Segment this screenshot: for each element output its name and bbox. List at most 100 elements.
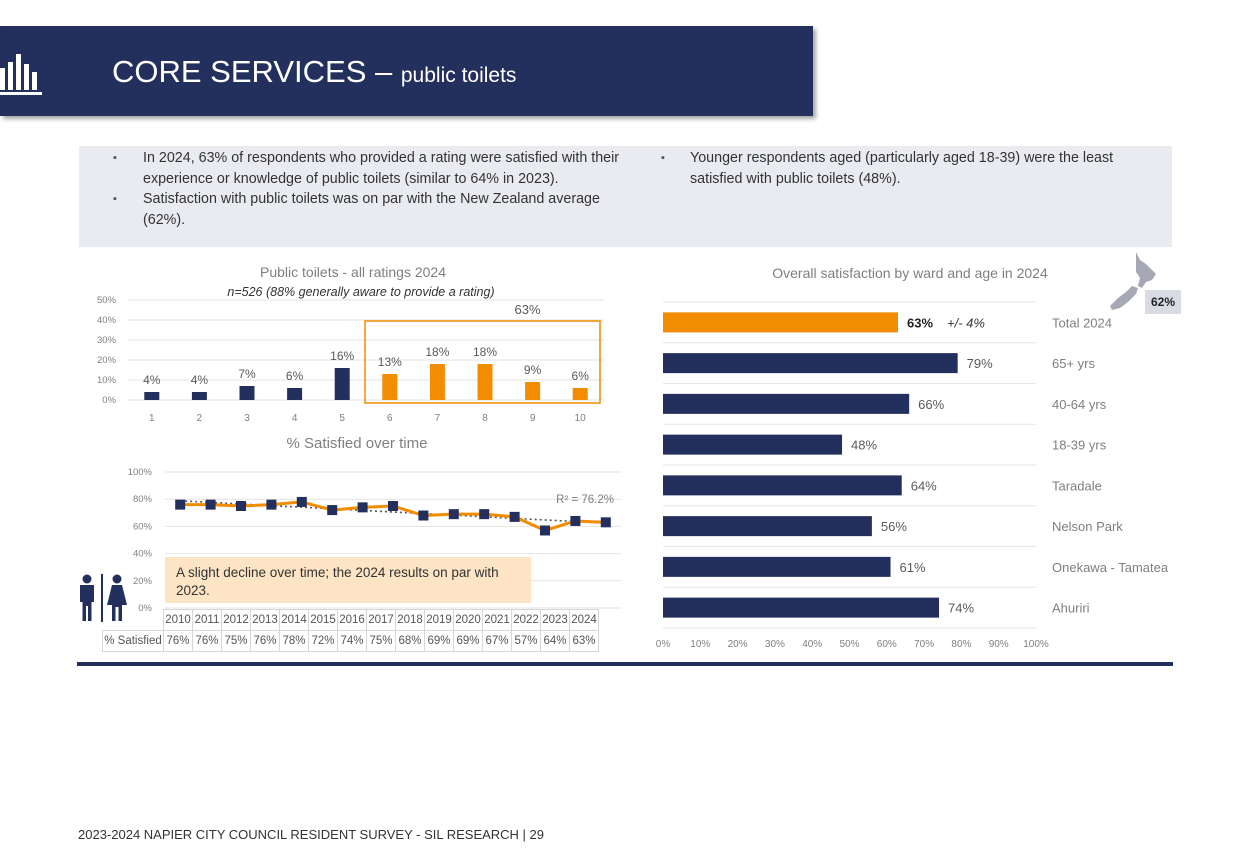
value-cell: 75% (221, 630, 251, 652)
bar (477, 364, 493, 400)
value-cell: 57% (511, 630, 541, 652)
year-cell: 2024 (569, 609, 599, 631)
page-footer: 2023-2024 NAPIER CITY COUNCIL RESIDENT S… (78, 827, 545, 842)
bar (525, 382, 541, 400)
value-cell: 76% (163, 630, 193, 652)
bar-value-label: 16% (330, 349, 354, 363)
data-point (600, 517, 611, 528)
value-cell: 72% (308, 630, 338, 652)
chart-subtitle: n=526 (88% generally aware to provide a … (227, 285, 494, 299)
y-tick-label: 100% (128, 467, 153, 478)
value-cell: 68% (395, 630, 425, 652)
bar (663, 312, 898, 333)
value-cell: 76% (192, 630, 222, 652)
value-cell: 64% (540, 630, 570, 652)
data-point (327, 505, 338, 516)
x-tick-label: 4 (292, 413, 298, 424)
page-title-main: CORE SERVICES – (112, 54, 393, 89)
category-label: Taradale (1052, 478, 1102, 493)
bar-value-label: 64% (911, 478, 937, 493)
summary-bullet: Younger respondents aged (particularly a… (658, 148, 1158, 189)
category-label: Total 2024 (1052, 315, 1112, 330)
bar (663, 475, 902, 496)
new-zealand-map-icon (1110, 252, 1156, 310)
bar-value-label: 7% (238, 367, 256, 381)
x-tick-label: 20% (728, 639, 748, 650)
data-point (479, 509, 490, 520)
data-point (357, 502, 368, 513)
x-tick-label: 1 (149, 413, 155, 424)
highlight-box (364, 320, 601, 404)
category-label: 40-64 yrs (1052, 397, 1107, 412)
x-tick-label: 10 (575, 413, 587, 424)
x-tick-label: 100% (1023, 639, 1049, 650)
category-label: Nelson Park (1052, 519, 1123, 534)
bar (191, 392, 207, 400)
page-title: CORE SERVICES – public toilets (112, 54, 516, 90)
year-cell: 2020 (453, 609, 483, 631)
y-tick-label: 20% (133, 576, 153, 587)
summary-bullet: In 2024, 63% of respondents who provided… (79, 148, 624, 189)
year-table: 2010 2011 2012 2013 2014 2015 2016 2017 2018 2019… (102, 609, 599, 652)
bar-value-label: 56% (881, 519, 907, 534)
bar-value-label: 79% (967, 356, 993, 371)
bar (663, 353, 958, 374)
value-cell: 78% (279, 630, 309, 652)
chart-title: % Satisfied over time (287, 435, 428, 452)
bar (663, 597, 940, 618)
bar-value-label: 9% (524, 363, 542, 377)
bar (144, 392, 160, 400)
x-tick-label: 50% (839, 639, 859, 650)
year-cell: 2011 (192, 609, 222, 631)
trend-note: A slight decline over time; the 2024 res… (165, 557, 531, 603)
value-row: % Satisfied 76% 76% 75% 76% 78% 72% 74% 75% 68% 6… (102, 630, 599, 652)
year-cell: 2015 (308, 609, 338, 631)
page-header: CORE SERVICES – public toilets (0, 26, 813, 116)
x-tick-label: 0% (656, 639, 671, 650)
bar (663, 556, 891, 577)
year-cell: 2012 (221, 609, 251, 631)
y-tick-label: 30% (97, 335, 117, 346)
year-cell: 2017 (366, 609, 396, 631)
value-cell: 63% (569, 630, 599, 652)
y-tick-label: 0% (102, 395, 116, 406)
year-cell: 2022 (511, 609, 541, 631)
category-label: Ahuriri (1052, 601, 1090, 616)
bar-value-label: 18% (473, 345, 497, 359)
bar (239, 386, 255, 400)
bar-value-label: 6% (286, 369, 304, 383)
year-cell: 2021 (482, 609, 512, 631)
x-tick-label: 60% (877, 639, 897, 650)
summary-bullet: Satisfaction with public toilets was on … (79, 189, 624, 230)
bar (429, 364, 445, 400)
x-tick-label: 80% (951, 639, 971, 650)
data-point (236, 501, 246, 511)
value-cell: 74% (337, 630, 367, 652)
year-cell: 2010 (163, 609, 193, 631)
x-tick-label: 70% (914, 639, 934, 650)
page-title-sub: public toilets (400, 64, 517, 87)
bar (382, 374, 398, 400)
x-tick-label: 3 (244, 413, 250, 424)
x-tick-label: 9 (530, 413, 536, 424)
data-point (570, 515, 581, 526)
y-tick-label: 60% (133, 521, 153, 532)
data-point (205, 499, 216, 510)
x-tick-label: 6 (387, 413, 393, 424)
y-tick-label: 50% (97, 295, 117, 306)
y-tick-label: 0% (138, 603, 152, 614)
bar-value-label: 18% (425, 345, 449, 359)
y-tick-label: 40% (133, 549, 153, 560)
bar (663, 516, 872, 537)
data-point (296, 496, 307, 507)
year-cell: 2014 (279, 609, 309, 631)
row-label: % Satisfied (102, 630, 164, 652)
x-tick-label: 30% (765, 639, 785, 650)
data-point (509, 511, 520, 522)
summary-left: In 2024, 63% of respondents who provided… (79, 148, 624, 230)
chart-title: Public toilets - all ratings 2024 (260, 264, 446, 280)
bar (572, 388, 588, 400)
